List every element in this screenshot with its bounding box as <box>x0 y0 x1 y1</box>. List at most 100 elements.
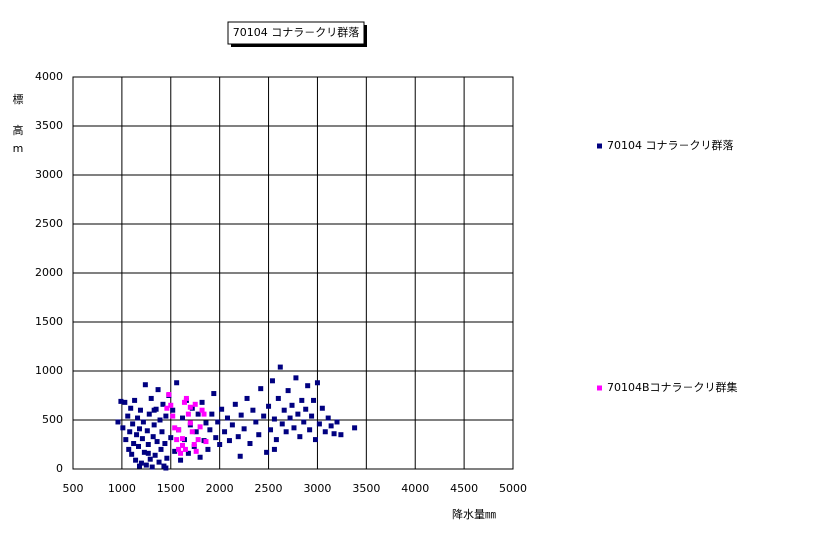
point <box>275 395 281 401</box>
point <box>334 419 340 425</box>
point <box>136 443 142 449</box>
point <box>211 391 217 397</box>
x-tick-label: 2000 <box>206 482 234 495</box>
point <box>191 442 197 447</box>
point <box>273 437 279 443</box>
point <box>219 406 225 412</box>
legend-label: 70104Bコナラ－クリ群集 <box>607 380 738 394</box>
chart-title: 70104 コナラ－クリ群落 <box>233 25 360 39</box>
point <box>187 404 193 410</box>
point <box>247 441 253 447</box>
point <box>166 392 172 398</box>
point <box>253 419 259 425</box>
point <box>164 455 170 461</box>
point <box>132 397 138 403</box>
point <box>180 415 186 421</box>
point <box>203 420 209 426</box>
point <box>266 403 272 409</box>
x-tick-label: 3500 <box>352 482 380 495</box>
point <box>137 407 143 413</box>
point <box>244 395 250 401</box>
point <box>319 405 325 411</box>
point <box>151 407 157 413</box>
point <box>130 421 136 427</box>
point <box>156 459 162 465</box>
point <box>172 425 178 431</box>
point <box>305 383 311 389</box>
point <box>131 441 137 447</box>
point <box>187 420 193 426</box>
point <box>170 407 176 413</box>
point <box>256 432 262 438</box>
point <box>185 450 191 456</box>
point <box>146 411 152 417</box>
y-tick-label: 1500 <box>35 315 63 328</box>
point <box>129 451 135 457</box>
point <box>170 413 176 419</box>
point <box>199 407 205 413</box>
point <box>178 450 184 456</box>
point <box>226 438 232 444</box>
point <box>180 436 186 442</box>
x-tick-label: 4000 <box>401 482 429 495</box>
legend-marker <box>597 143 602 149</box>
point <box>150 434 156 440</box>
point <box>205 446 211 452</box>
y-axis-label: 標 <box>13 92 24 106</box>
y-tick-label: 3000 <box>35 168 63 181</box>
point <box>207 427 213 433</box>
point <box>136 426 142 432</box>
y-tick-label: 2000 <box>35 266 63 279</box>
point <box>115 419 121 425</box>
point <box>311 397 317 403</box>
y-tick-label: 4000 <box>35 70 63 83</box>
point <box>120 425 126 431</box>
point <box>183 395 189 401</box>
point <box>222 429 228 435</box>
y-axis-label: 高 <box>13 123 24 137</box>
point <box>193 429 199 435</box>
point <box>148 395 154 401</box>
point <box>338 432 344 438</box>
point <box>160 401 166 407</box>
point <box>261 413 267 419</box>
point <box>123 437 129 443</box>
point <box>281 407 287 413</box>
point <box>264 449 270 455</box>
point <box>271 446 277 452</box>
point <box>140 419 146 425</box>
point <box>139 436 145 442</box>
point <box>151 422 157 428</box>
point <box>283 429 289 435</box>
point <box>128 405 134 411</box>
point <box>192 401 198 407</box>
point <box>307 427 313 433</box>
point <box>195 411 201 417</box>
point <box>176 446 182 452</box>
point <box>325 415 331 421</box>
point <box>176 427 182 433</box>
point <box>158 446 164 452</box>
point <box>224 415 230 421</box>
point <box>144 428 150 434</box>
point <box>168 435 174 441</box>
legend-marker <box>597 385 602 391</box>
point <box>250 407 256 413</box>
point <box>352 425 358 431</box>
y-axis-label: m <box>13 142 24 155</box>
point <box>213 435 219 441</box>
point <box>289 402 295 408</box>
point <box>143 462 149 468</box>
point <box>287 415 293 421</box>
point <box>279 421 285 427</box>
point <box>295 411 301 417</box>
point <box>189 429 195 435</box>
point <box>201 411 207 417</box>
x-tick-label: 5000 <box>499 482 527 495</box>
point <box>217 442 223 447</box>
point <box>135 415 141 421</box>
point <box>299 397 305 403</box>
point <box>312 437 318 443</box>
x-axis-label: 降水量㎜ <box>452 507 496 521</box>
point <box>209 411 215 417</box>
